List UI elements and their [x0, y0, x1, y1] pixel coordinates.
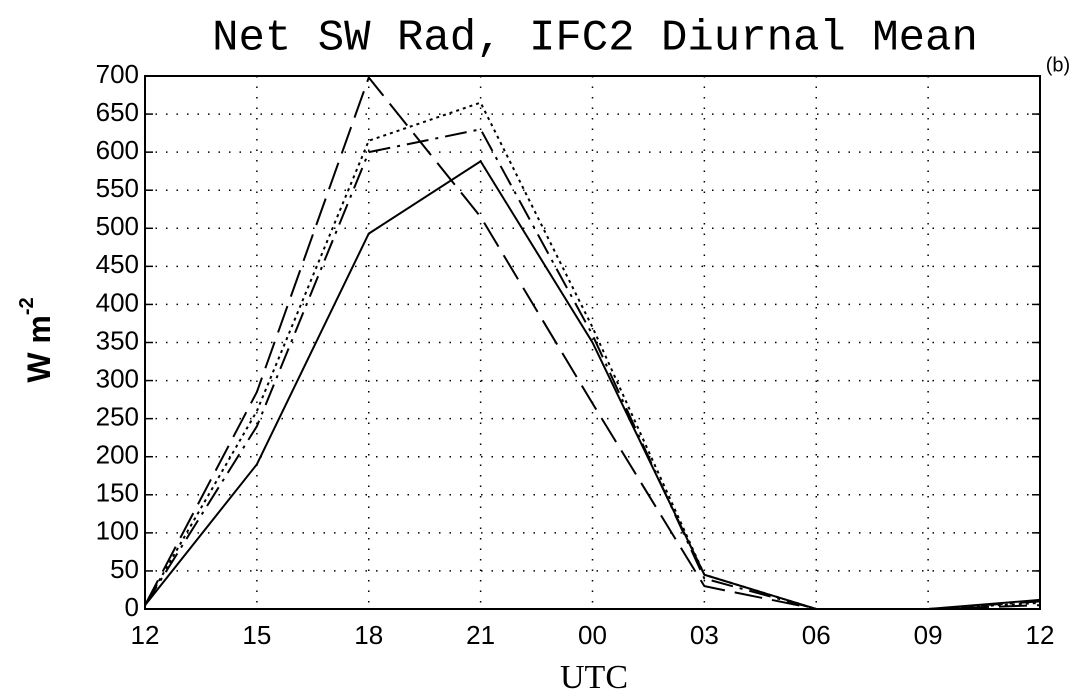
y-tick-label: 400 — [96, 287, 139, 317]
y-tick-label: 600 — [96, 135, 139, 165]
x-tick-label: 21 — [466, 620, 495, 650]
y-tick-label: 200 — [96, 440, 139, 470]
series-line — [144, 159, 1041, 610]
chart-title: Net SW Rad, IFC2 Diurnal Mean — [212, 14, 978, 64]
y-axis-label: W m-2 — [16, 297, 57, 382]
x-axis-label: UTC — [560, 659, 628, 696]
series-line — [144, 128, 1041, 610]
x-tick-label: 09 — [914, 620, 943, 650]
y-tick-label: 700 — [96, 59, 139, 89]
y-tick-label: 0 — [125, 592, 139, 622]
y-tick-label: 100 — [96, 516, 139, 546]
y-tick-label: 350 — [96, 325, 139, 355]
x-tick-label: 15 — [242, 620, 271, 650]
y-tick-label: 450 — [96, 249, 139, 279]
plot-frame — [144, 75, 1041, 610]
y-tick-label: 150 — [96, 478, 139, 508]
y-axis-label-superscript: -2 — [16, 297, 38, 315]
y-tick-label: 300 — [96, 363, 139, 393]
x-tick-label: 18 — [354, 620, 383, 650]
y-tick-label: 550 — [96, 173, 139, 203]
y-tick-label: 250 — [96, 402, 139, 432]
y-axis-label-text: W m — [21, 315, 57, 383]
x-tick-label: 12 — [131, 620, 160, 650]
x-tick-label: 12 — [1026, 620, 1055, 650]
y-tick-label: 500 — [96, 211, 139, 241]
series-line — [144, 75, 1041, 610]
x-tick-label: 00 — [578, 620, 607, 650]
series-line — [144, 101, 1041, 610]
annotation: (b) — [1046, 54, 1070, 76]
y-tick-label: 50 — [110, 554, 139, 584]
x-tick-label: 06 — [802, 620, 831, 650]
y-tick-label: 650 — [96, 97, 139, 127]
x-tick-label: 03 — [690, 620, 719, 650]
